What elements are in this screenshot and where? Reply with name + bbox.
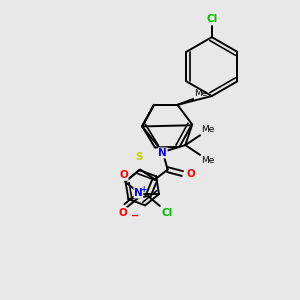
Text: +: + <box>140 184 146 194</box>
Text: O: O <box>186 169 195 178</box>
Text: Cl: Cl <box>206 14 218 24</box>
Text: O: O <box>118 208 127 218</box>
Text: N: N <box>158 148 167 158</box>
Text: Me: Me <box>194 89 208 98</box>
Text: −: − <box>130 211 139 221</box>
Text: S: S <box>136 152 143 162</box>
Text: N: N <box>134 188 143 198</box>
Text: O: O <box>119 170 128 180</box>
Text: Me: Me <box>201 125 214 134</box>
Text: Me: Me <box>201 156 214 165</box>
Text: Cl: Cl <box>162 208 173 218</box>
